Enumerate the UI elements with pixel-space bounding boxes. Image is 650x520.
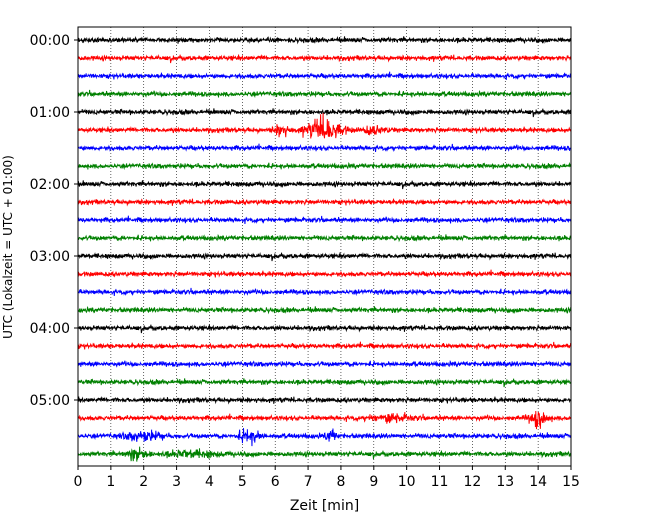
x-axis-ticks: 0 1 2 3 4 5 6 7 8 9 10 11 12 13 14 15: [74, 466, 580, 490]
x-tick-label-7: 7: [304, 474, 313, 490]
x-tick-label-5: 5: [238, 474, 247, 490]
x-tick-label-1: 1: [106, 474, 115, 490]
trace-row-22: [77, 428, 572, 447]
grid-lines: [110, 27, 539, 466]
x-tick-label-15: 15: [562, 474, 580, 490]
x-axis-title: Zeit [min]: [290, 498, 359, 514]
trace-row-9: [77, 198, 572, 207]
x-tick-label-0: 0: [74, 474, 83, 490]
x-tick-label-13: 13: [496, 474, 514, 490]
trace-row-11: [77, 234, 572, 243]
trace-row-18: [77, 360, 572, 369]
trace-row-13: [77, 269, 572, 278]
x-tick-label-14: 14: [529, 474, 547, 490]
y-axis-ticks: 00:00 01:00 02:00 03:00 04:00 05:00: [30, 33, 78, 409]
x-tick-label-6: 6: [271, 474, 280, 490]
trace-row-20: [77, 396, 572, 405]
x-tick-label-3: 3: [172, 474, 181, 490]
trace-row-17: [77, 341, 572, 350]
y-tick-label-04:00: 04:00: [30, 321, 70, 337]
trace-row-8: [77, 179, 572, 190]
trace-row-4: [77, 107, 572, 118]
trace-row-21: [77, 411, 572, 430]
x-tick-label-2: 2: [139, 474, 148, 490]
x-tick-label-8: 8: [336, 474, 345, 490]
seismic-traces: [77, 35, 572, 462]
trace-row-23: [77, 446, 572, 462]
trace-row-2: [77, 71, 572, 80]
trace-row-19: [77, 377, 572, 388]
x-tick-label-4: 4: [205, 474, 214, 490]
trace-row-12: [77, 251, 572, 262]
trace-row-5: [77, 113, 572, 139]
y-tick-label-02:00: 02:00: [30, 177, 70, 193]
x-tick-label-10: 10: [398, 474, 416, 490]
x-tick-label-11: 11: [431, 474, 449, 490]
trace-row-14: [77, 287, 572, 297]
trace-row-3: [77, 89, 572, 99]
y-tick-label-00:00: 00:00: [30, 33, 70, 49]
x-tick-label-9: 9: [369, 474, 378, 490]
trace-row-16: [77, 323, 572, 334]
plot-frame: [77, 26, 572, 467]
y-axis-title: UTC (Lokalzeit = UTC + 01:00): [1, 155, 15, 339]
y-tick-label-05:00: 05:00: [30, 393, 70, 409]
trace-row-1: [77, 53, 572, 64]
trace-row-7: [77, 162, 572, 171]
trace-row-15: [77, 306, 572, 315]
x-tick-label-12: 12: [463, 474, 481, 490]
y-tick-label-03:00: 03:00: [30, 249, 70, 265]
trace-row-6: [77, 143, 572, 152]
y-tick-label-01:00: 01:00: [30, 105, 70, 121]
trace-row-0: [77, 35, 572, 45]
trace-row-10: [77, 215, 572, 225]
